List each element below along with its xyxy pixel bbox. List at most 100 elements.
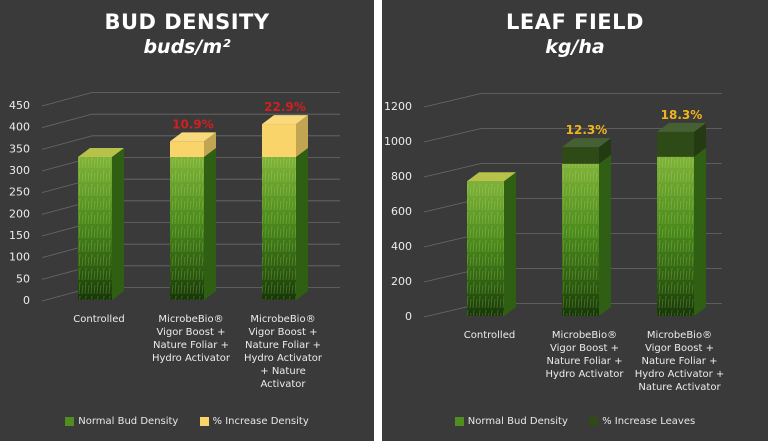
bar-base-top xyxy=(78,148,124,157)
x-tick-label: Controlled xyxy=(73,314,124,325)
bar-base-texture xyxy=(657,156,694,316)
legend-swatch-increase xyxy=(199,417,209,426)
x-tick-label: MicrobeBio® Vigor Boost + Nature Foliar + H… xyxy=(635,330,725,393)
chart-title: BUD DENSITY buds/m² xyxy=(0,0,374,58)
bar-group xyxy=(562,138,611,316)
x-tick-label-line: + Nature xyxy=(260,366,305,377)
bar-base-side xyxy=(204,148,216,300)
legend-item-base: Normal Bud Density xyxy=(454,416,568,427)
bar-increase xyxy=(170,141,204,157)
x-tick-label-line: Vigor Boost + xyxy=(249,327,318,338)
y-tick-label: 1200 xyxy=(384,100,412,113)
legend-label-base: Normal Bud Density xyxy=(78,416,179,427)
y-tick-label: 0 xyxy=(405,310,412,323)
bar-group xyxy=(170,132,216,300)
bar-base-side xyxy=(504,172,516,316)
bar-increase-side xyxy=(204,132,216,157)
bar-base-texture xyxy=(467,181,504,316)
bar-base-top xyxy=(467,172,516,182)
data-label: 12.3% xyxy=(566,123,608,137)
bar-base-side xyxy=(112,148,124,300)
bar-base-texture xyxy=(562,163,599,316)
bar-base-texture xyxy=(78,157,112,300)
chart-legend: Normal Bud Density % Increase Leaves xyxy=(382,416,768,429)
x-tick-label-line: Vigor Boost + xyxy=(645,343,714,354)
legend-swatch-base xyxy=(454,417,464,426)
bar-group xyxy=(657,122,706,316)
bar-increase xyxy=(657,131,694,157)
bar-group xyxy=(467,172,516,316)
legend-swatch-increase xyxy=(589,417,599,426)
x-tick-label-line: MicrobeBio® xyxy=(647,330,712,341)
bar-base-side xyxy=(694,147,706,316)
x-tick-label-line: Hydro Activator xyxy=(152,353,231,364)
leaf-field-plot: 0 200 400 600 800 1000 1200 Controlled 12.3% Micr… xyxy=(384,93,725,393)
bar-increase-top xyxy=(170,132,216,142)
bar-group xyxy=(262,115,308,300)
y-tick-label: 450 xyxy=(9,99,30,112)
y-tick-label: 0 xyxy=(23,294,30,307)
y-tick-label: 400 xyxy=(391,240,412,253)
bar-base-side xyxy=(296,148,308,300)
chart-title-text: LEAF FIELD xyxy=(506,10,644,34)
x-tick-label-line: Vigor Boost + xyxy=(157,327,226,338)
x-tick-label-line: Hydro Activator + xyxy=(635,369,725,380)
y-tick-label: 1000 xyxy=(384,135,412,148)
gridline-depth xyxy=(423,163,482,178)
data-label: 10.9% xyxy=(172,117,214,131)
chart-title: LEAF FIELD kg/ha xyxy=(382,0,768,58)
y-tick-label: 100 xyxy=(9,251,30,264)
x-tick-label-line: MicrobeBio® xyxy=(158,314,223,325)
x-tick-label-line: Controlled xyxy=(73,314,124,325)
bar-increase xyxy=(562,147,599,164)
legend-label-increase: % Increase Density xyxy=(212,416,309,427)
legend-item-increase: % Increase Leaves xyxy=(589,416,695,427)
legend-label-base: Normal Bud Density xyxy=(467,416,568,427)
x-tick-label-line: Nature Foliar + xyxy=(245,340,321,351)
x-tick-label-line: Controlled xyxy=(464,330,515,341)
bar-increase-top xyxy=(657,122,706,132)
x-tick-label: MicrobeBio® Vigor Boost + Nature Foliar + H… xyxy=(244,314,323,390)
gridline-depth xyxy=(41,92,93,107)
bar-increase-top xyxy=(562,138,611,148)
y-tick-label: 800 xyxy=(391,170,412,183)
bar-increase-top xyxy=(262,115,308,125)
bud-density-plot: 0 50 100 150 200 250 300 350 400 450 Controlled 10.… xyxy=(9,92,340,390)
x-tick-label-line: Nature Foliar + xyxy=(153,340,229,351)
y-tick-label: 600 xyxy=(391,205,412,218)
legend-item-increase: % Increase Density xyxy=(199,416,309,427)
y-tick-label: 200 xyxy=(391,275,412,288)
chart-title-text: BUD DENSITY xyxy=(104,10,270,34)
x-tick-label-line: Nature Activator xyxy=(638,382,721,393)
x-tick-label-line: MicrobeBio® xyxy=(552,330,617,341)
x-tick-label-line: Hydro Activator xyxy=(244,353,323,364)
y-tick-label: 50 xyxy=(16,272,30,285)
y-tick-label: 200 xyxy=(9,207,30,220)
bar-group xyxy=(78,148,124,300)
bar-increase xyxy=(262,124,296,157)
bar-base-side xyxy=(599,154,611,316)
chart-subtitle: kg/ha xyxy=(545,36,605,58)
gridline-depth xyxy=(41,135,93,150)
bar-increase-side xyxy=(694,122,706,157)
chart-legend: Normal Bud Density % Increase Density xyxy=(0,416,374,429)
x-tick-label-line: Vigor Boost + xyxy=(550,343,619,354)
x-tick-label: MicrobeBio® Vigor Boost + Nature Foliar + H… xyxy=(545,330,624,380)
x-tick-label: MicrobeBio® Vigor Boost + Nature Foliar + H… xyxy=(152,314,231,364)
legend-item-base: Normal Bud Density xyxy=(65,416,178,427)
data-label: 18.3% xyxy=(661,108,703,122)
bar-base-texture xyxy=(170,157,204,300)
leaf-field-chart: LEAF FIELD kg/ha 0 200 400 600 800 1000 1200 Co… xyxy=(382,0,768,441)
data-label: 22.9% xyxy=(264,100,306,114)
bar-increase-side xyxy=(599,138,611,164)
y-tick-label: 350 xyxy=(9,142,30,155)
bud-density-chart: BUD DENSITY buds/m² 0 50 100 150 200 250 300 35… xyxy=(0,0,374,441)
gridline-depth xyxy=(41,113,93,129)
gridline-depth xyxy=(423,93,482,108)
chart-subtitle: buds/m² xyxy=(143,36,231,58)
bar-base-texture xyxy=(262,157,296,300)
x-tick-label: Controlled xyxy=(464,330,515,341)
legend-label-increase: % Increase Leaves xyxy=(602,416,696,427)
legend-swatch-base xyxy=(65,417,75,426)
x-tick-label-line: Hydro Activator xyxy=(545,369,624,380)
